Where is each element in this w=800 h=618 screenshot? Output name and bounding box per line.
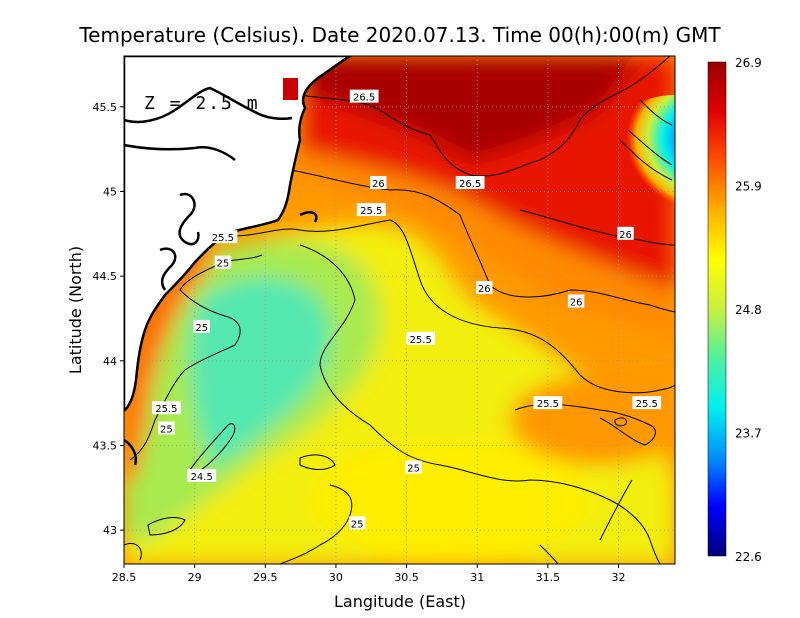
contour-label-bg (406, 331, 436, 345)
colorbar-labels: 26.9 25.9 24.8 23.7 22.6 (735, 56, 762, 564)
contour-line (627, 129, 673, 166)
contour-label: 25 (407, 463, 420, 474)
contour-label: 25.5 (537, 399, 559, 410)
chart-title: Temperature (Celsius). Date 2020.07.13. … (78, 23, 721, 47)
cold-eddy (605, 95, 675, 205)
y-axis: 43 43.5 44 44.5 45 45.5 (93, 101, 124, 537)
y-tick-label: 43.5 (93, 439, 118, 452)
y-tick-label: 43 (103, 524, 117, 537)
contour-label: 24.5 (191, 472, 213, 483)
colorbar-tick-label: 24.8 (735, 303, 762, 317)
contour-label-bg (349, 89, 379, 103)
cool-cyan-zone (190, 277, 331, 470)
contour-line (299, 56, 671, 177)
contour-label: 25 (160, 425, 173, 436)
contour-line (147, 517, 186, 536)
contour-line (279, 484, 353, 564)
contour-label-bg (632, 396, 662, 410)
contour-line (539, 544, 559, 564)
coastal-lagoon-line (124, 438, 137, 466)
x-tick-label: 31 (470, 571, 484, 584)
contour-label-bg (567, 294, 585, 308)
y-axis-title: Latitude (North) (66, 246, 85, 374)
contour-label: 26 (619, 230, 632, 241)
x-axis: 28.5 29 29.5 30 30.5 31 31.5 32 (112, 564, 625, 584)
contour-label-bg (455, 176, 485, 189)
plot-area (124, 56, 675, 564)
contour-label: 25 (351, 519, 364, 530)
plot-frame (123, 55, 676, 565)
depth-label: Z = 2.5 m (144, 93, 260, 114)
x-tick-label: 30 (329, 571, 343, 584)
contour-label-bg (476, 280, 493, 294)
contour-label: 26 (372, 179, 385, 190)
land-area (124, 56, 353, 412)
contour-label-bg (405, 460, 422, 474)
y-tick-label: 45.5 (93, 101, 118, 114)
contour-line (219, 219, 675, 394)
contour-label: 26 (570, 298, 583, 309)
contour-label-bg (533, 396, 563, 410)
contour-line (599, 479, 633, 541)
contour-label: 26.5 (459, 179, 481, 190)
dark-red-zone (300, 56, 640, 160)
contour-label-bg (370, 176, 387, 189)
contour-label-bg (193, 319, 210, 333)
contour-label: 25.5 (360, 206, 382, 217)
contour-line (514, 403, 656, 446)
coastal-lagoon-line (124, 143, 236, 161)
colorbar: 26.9 25.9 24.8 23.7 22.6 (707, 56, 762, 564)
contour-line (614, 417, 627, 427)
contour-line (619, 139, 673, 181)
contour-label: 25.5 (212, 233, 234, 244)
contour-line (299, 454, 336, 470)
colorbar-tick-label: 22.6 (735, 550, 762, 564)
southeast-orange-patch (510, 375, 675, 465)
contour-label-bg (214, 255, 232, 269)
contour-line (124, 543, 142, 561)
contour-label: 25.5 (636, 399, 658, 410)
x-tick-label: 30.5 (394, 571, 419, 584)
contour-label: 25 (195, 323, 208, 334)
contour-label: 25 (217, 259, 230, 270)
x-tick-label: 28.5 (112, 571, 137, 584)
x-tick-label: 29 (188, 571, 202, 584)
y-tick-label: 44.5 (93, 270, 118, 283)
contour-label: 25.5 (410, 335, 432, 346)
coastal-lagoon-line (299, 211, 318, 223)
x-tick-label: 31.5 (536, 571, 561, 584)
x-tick-label: 32 (611, 571, 625, 584)
colorbar-tick-label: 26.9 (735, 56, 762, 70)
coastal-lagoon-line (124, 86, 293, 124)
x-tick-label: 29.5 (253, 571, 278, 584)
contour-label-bg (187, 468, 217, 482)
contour-label-bg (158, 421, 175, 435)
contour-label-bg (208, 230, 238, 244)
delta-warm-patch (283, 78, 298, 100)
contour-label: 25.5 (155, 404, 177, 415)
contour-labels: 26.5 26 26.5 25.5 26 25.5 25 26 26 25 25.5 25.5 25.5… (151, 89, 662, 530)
contour-line (299, 244, 661, 564)
contour-label-bg (617, 226, 634, 240)
x-axis-title: Langitude (East) (334, 592, 466, 611)
contour-label: 26.5 (353, 93, 375, 104)
y-tick-label: 45 (103, 185, 117, 198)
contour-lines (124, 56, 675, 564)
contour-label-bg (151, 401, 181, 415)
colorbar-gradient (707, 61, 727, 557)
contour-label-bg (348, 516, 366, 530)
contour-line (639, 99, 673, 126)
coastal-lagoon-line (178, 192, 200, 246)
colorbar-tick-label: 23.7 (735, 427, 762, 441)
land-mask (124, 56, 353, 466)
contour-line (189, 423, 236, 475)
contour-label-bg (356, 203, 386, 217)
y-tick-label: 44 (103, 355, 117, 368)
contour-label: 26 (478, 284, 491, 295)
colorbar-tick-label: 25.9 (735, 180, 762, 194)
coastal-lagoon-line (159, 247, 177, 291)
